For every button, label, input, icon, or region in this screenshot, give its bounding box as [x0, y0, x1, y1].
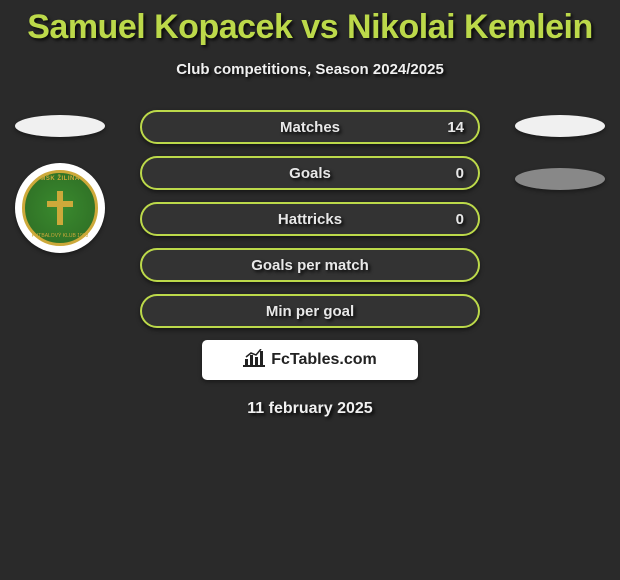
stat-row-goals: Goals 0	[140, 156, 480, 190]
stat-rows: Matches 14 Goals 0 Hattricks 0 Goals per…	[140, 110, 480, 328]
stat-value-right: 14	[447, 119, 464, 136]
comparison-area: MŠK ŽILINA FUTBALOVÝ KLUB 1908 Matches 1…	[0, 110, 620, 418]
club-name-top: MŠK ŽILINA	[40, 176, 79, 182]
attribution-text: FcTables.com	[271, 351, 377, 369]
stat-label: Matches	[280, 119, 340, 136]
date-line: 11 february 2025	[0, 400, 620, 418]
stat-row-min-per-goal: Min per goal	[140, 294, 480, 328]
stat-label: Hattricks	[278, 211, 342, 228]
club-name-bottom: FUTBALOVÝ KLUB 1908	[32, 233, 89, 239]
stat-row-goals-per-match: Goals per match	[140, 248, 480, 282]
player-marker-right-2	[515, 168, 605, 190]
chart-icon	[243, 349, 265, 372]
club-badge-inner: MŠK ŽILINA FUTBALOVÝ KLUB 1908	[22, 170, 98, 246]
stat-value-right: 0	[456, 165, 464, 182]
club-badge-left: MŠK ŽILINA FUTBALOVÝ KLUB 1908	[15, 163, 105, 253]
player-marker-right	[515, 115, 605, 137]
stat-row-matches: Matches 14	[140, 110, 480, 144]
stat-label: Min per goal	[266, 303, 354, 320]
player-marker-left	[15, 115, 105, 137]
stat-label: Goals per match	[251, 257, 369, 274]
page-title: Samuel Kopacek vs Nikolai Kemlein	[0, 0, 620, 47]
stat-label: Goals	[289, 165, 331, 182]
stat-value-right: 0	[456, 211, 464, 228]
stat-row-hattricks: Hattricks 0	[140, 202, 480, 236]
attribution-badge[interactable]: FcTables.com	[202, 340, 418, 380]
subtitle: Club competitions, Season 2024/2025	[0, 61, 620, 78]
club-cross-icon	[47, 191, 73, 225]
